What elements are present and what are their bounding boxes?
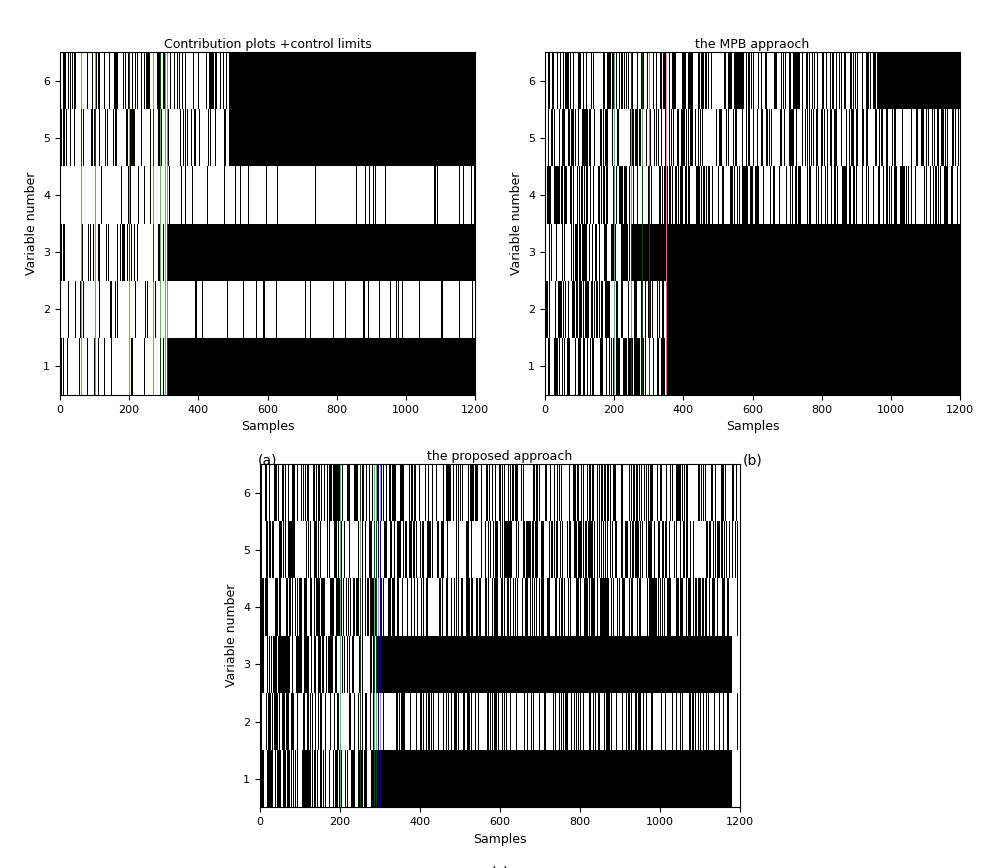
Text: (c): (c) bbox=[491, 865, 509, 868]
Title: the proposed approach: the proposed approach bbox=[427, 450, 573, 464]
X-axis label: Samples: Samples bbox=[726, 420, 779, 433]
Text: (b): (b) bbox=[743, 453, 762, 467]
Y-axis label: Variable number: Variable number bbox=[510, 172, 523, 275]
Title: the MPB appraoch: the MPB appraoch bbox=[695, 38, 810, 51]
Title: Contribution plots +control limits: Contribution plots +control limits bbox=[164, 38, 371, 51]
X-axis label: Samples: Samples bbox=[241, 420, 294, 433]
Text: (a): (a) bbox=[258, 453, 277, 467]
Y-axis label: Variable number: Variable number bbox=[225, 584, 238, 687]
X-axis label: Samples: Samples bbox=[473, 832, 527, 845]
Y-axis label: Variable number: Variable number bbox=[25, 172, 38, 275]
